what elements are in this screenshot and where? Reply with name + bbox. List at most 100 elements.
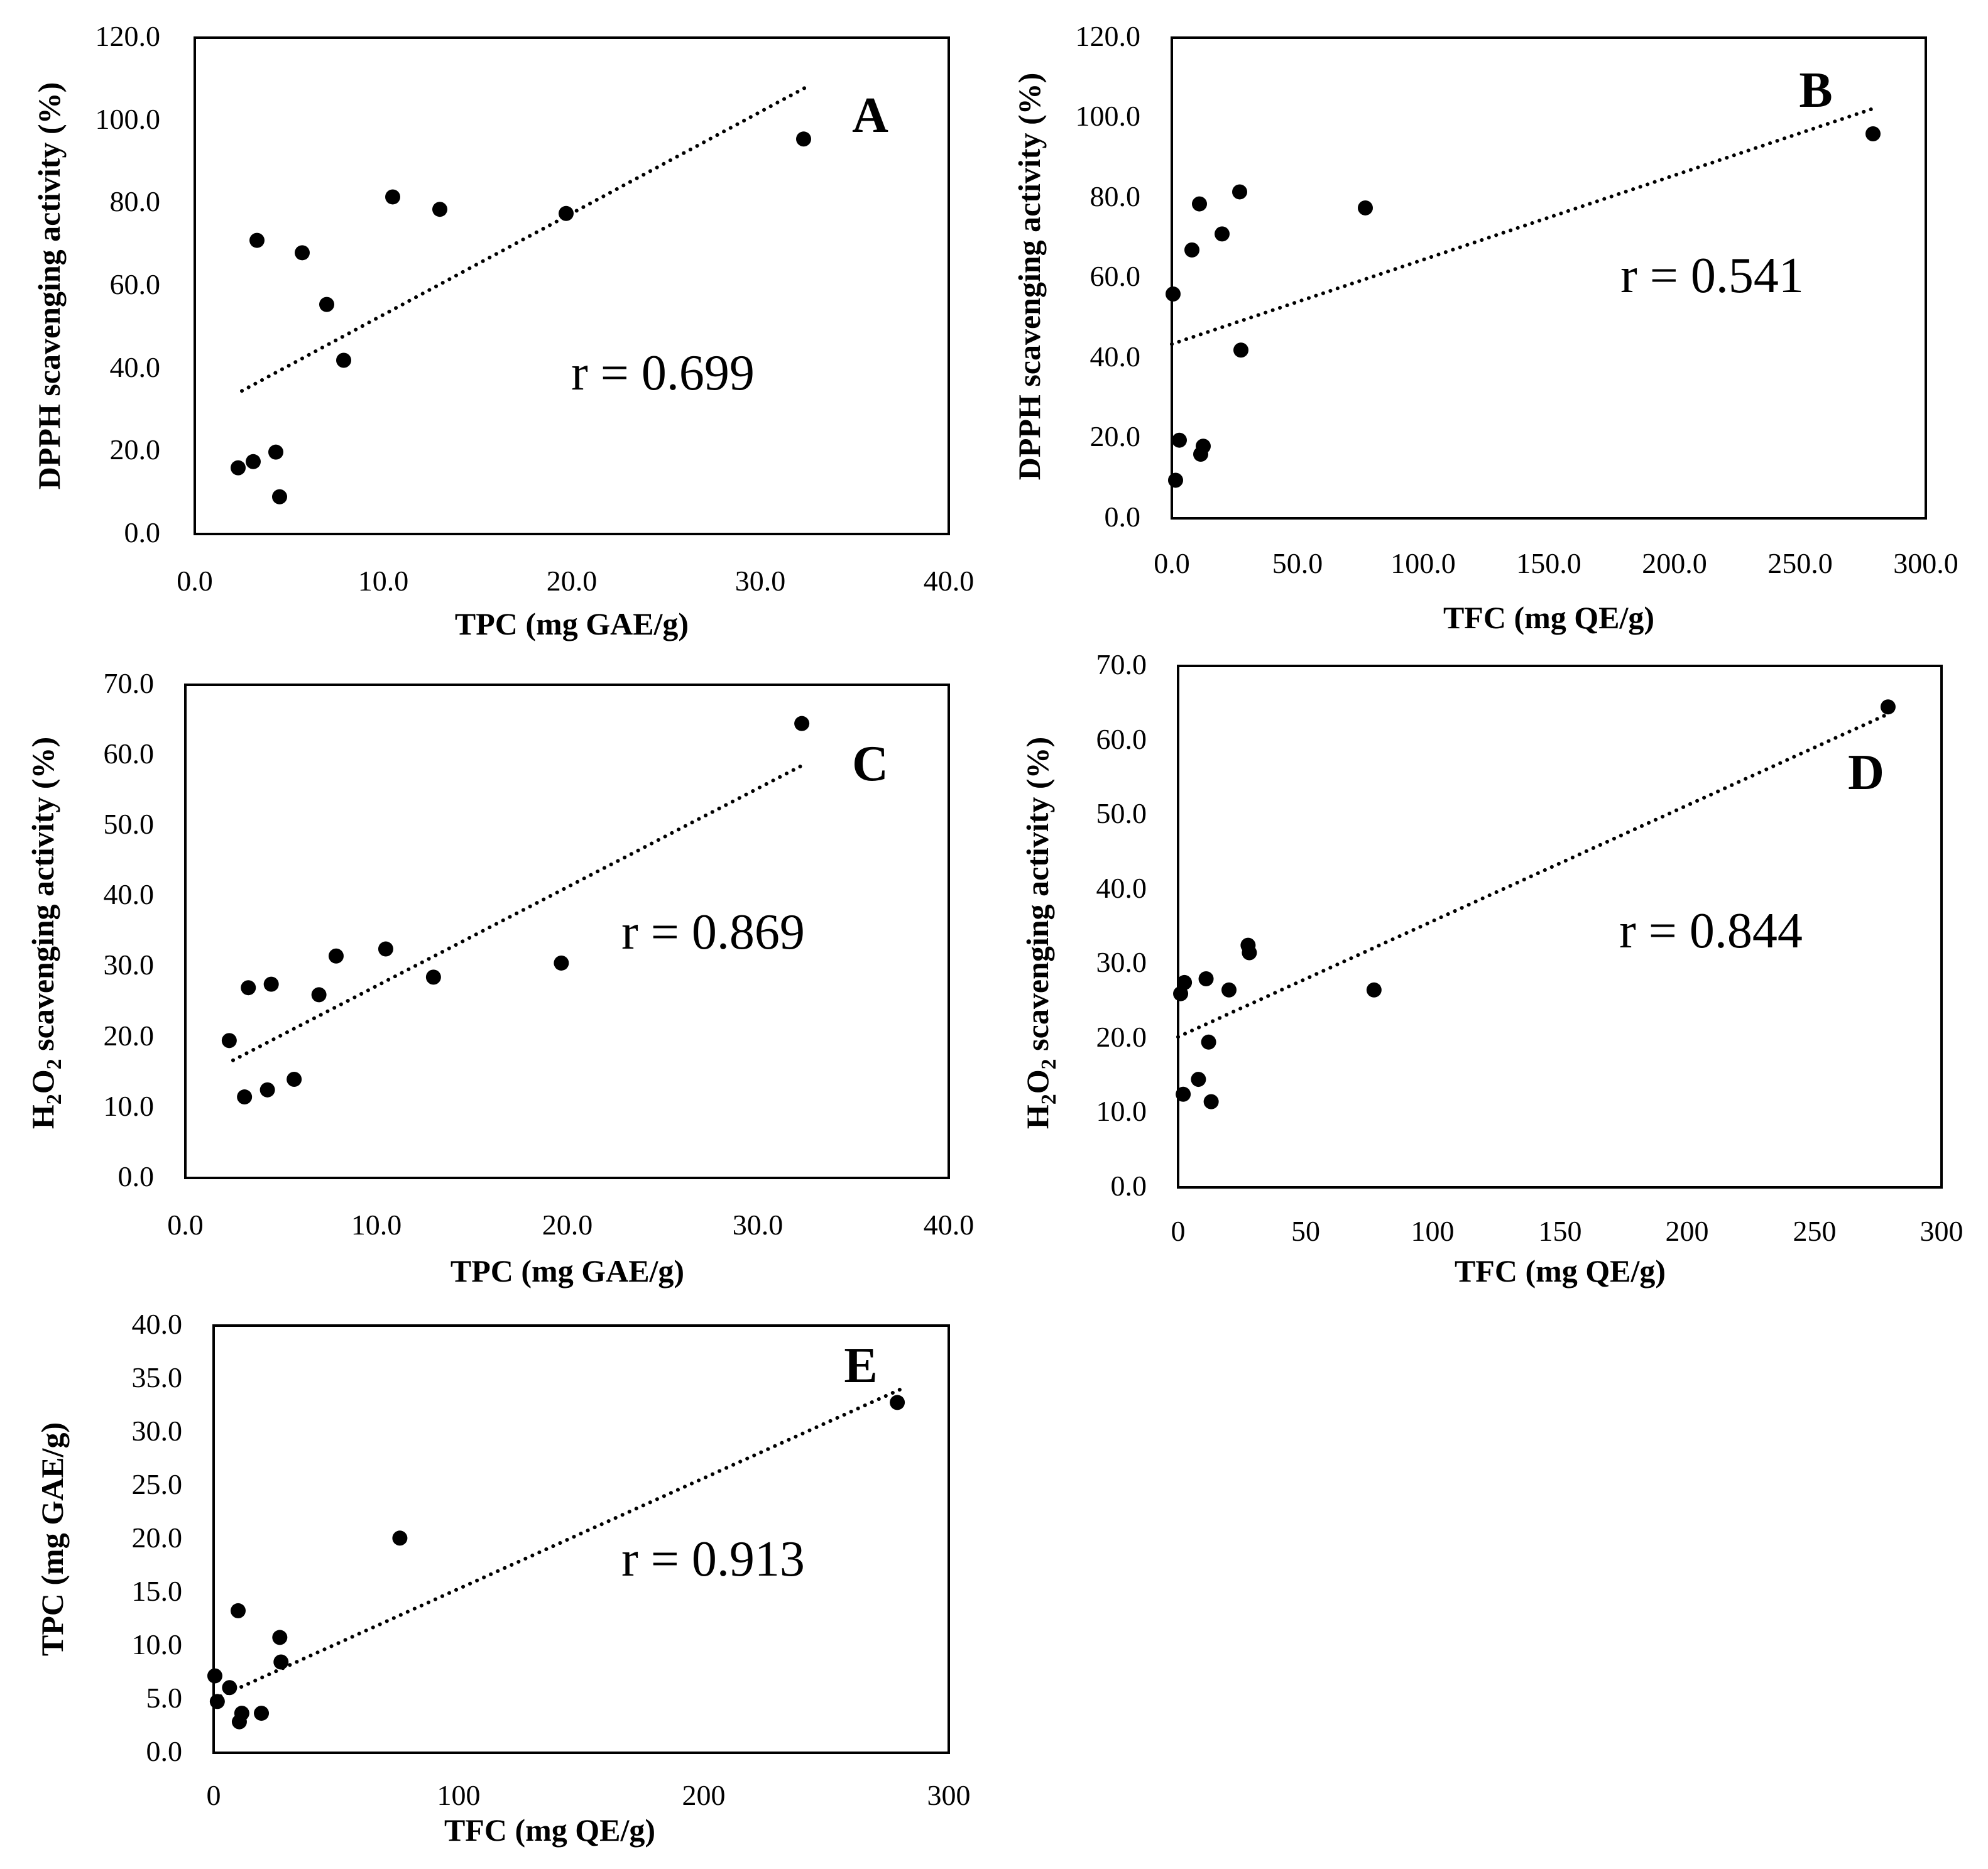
y-tick-label: 20.0 [1090, 420, 1141, 452]
y-tick-label: 10.0 [104, 1090, 155, 1122]
y-tick-label: 30.0 [132, 1415, 183, 1447]
x-tick-label: 100.0 [1390, 547, 1456, 579]
data-marks-c [221, 716, 810, 1105]
correlation-annotation-e: r = 0.913 [621, 1532, 805, 1587]
data-marks-b [1166, 106, 1881, 488]
y-tick-label: 50.0 [1096, 797, 1147, 829]
y-tick-label: 120.0 [1076, 20, 1141, 52]
x-tick-label: 200.0 [1642, 547, 1707, 579]
data-marks-d [1173, 699, 1896, 1109]
data-point [1358, 200, 1373, 215]
panel-label-d: D [1848, 745, 1884, 800]
y-axis-label-part: scavenging activity (%) [25, 737, 60, 1059]
x-tick-label: 150 [1539, 1215, 1582, 1247]
data-point [1176, 1086, 1191, 1102]
data-point [231, 460, 246, 476]
data-point [1865, 126, 1881, 141]
y-tick-labels-d: 0.0 10.0 20.0 30.0 40.0 50.0 60.0 70.0 [1096, 648, 1147, 1202]
y-tick-label: 5.0 [146, 1682, 183, 1714]
y-tick-label: 50.0 [104, 808, 155, 840]
y-tick-label: 100.0 [1076, 100, 1141, 132]
y-tick-label: 60.0 [110, 268, 161, 300]
data-point [231, 1603, 246, 1618]
plot-area-a [194, 36, 950, 535]
data-point [237, 1089, 253, 1105]
x-tick-label: 50 [1291, 1215, 1320, 1247]
data-point [273, 1654, 289, 1670]
x-tick-labels-a: 0.0 10.0 20.0 30.0 40.0 [177, 565, 974, 597]
data-point [554, 955, 569, 971]
data-point [241, 980, 256, 996]
data-point [559, 205, 574, 221]
y-tick-label: 0.0 [118, 1160, 155, 1192]
x-tick-label: 30.0 [735, 565, 786, 597]
x-tick-label: 40.0 [924, 1209, 975, 1241]
y-tick-label: 40.0 [110, 351, 161, 383]
plot-area-c [184, 684, 950, 1179]
data-point [311, 987, 327, 1003]
y-axis-label-subscript: 2 [43, 1059, 66, 1069]
data-point [1198, 971, 1214, 986]
x-tick-label: 250.0 [1767, 547, 1833, 579]
x-tick-label: 50.0 [1272, 547, 1323, 579]
data-point [336, 352, 351, 368]
y-tick-label: 60.0 [104, 738, 155, 770]
y-axis-label-part: O [1020, 1069, 1055, 1094]
y-tick-label: 0.0 [146, 1735, 183, 1767]
x-tick-labels-c: 0.0 10.0 20.0 30.0 40.0 [167, 1209, 974, 1241]
y-axis-label-part: O [25, 1069, 60, 1094]
data-point [890, 1395, 905, 1410]
data-point [207, 1668, 222, 1684]
x-tick-label: 10.0 [358, 565, 409, 597]
data-point [1166, 286, 1181, 302]
y-tick-labels-c: 0.0 10.0 20.0 30.0 40.0 50.0 60.0 70.0 [104, 667, 155, 1192]
y-axis-label-subscript: 2 [43, 1094, 66, 1104]
y-tick-label: 20.0 [132, 1522, 183, 1554]
x-axis-label-a: TPC (mg GAE/g) [455, 606, 689, 641]
y-tick-label: 70.0 [1096, 648, 1147, 680]
plot-area-e [212, 1324, 950, 1754]
panel-e: 0.0 5.0 10.0 15.0 20.0 25.0 30.0 35.0 40… [35, 1308, 971, 1848]
y-tick-label: 40.0 [132, 1308, 183, 1340]
y-tick-labels-e: 0.0 5.0 10.0 15.0 20.0 25.0 30.0 35.0 40… [132, 1308, 183, 1767]
data-point [249, 232, 265, 248]
panel-c: 0.0 10.0 20.0 30.0 40.0 50.0 60.0 70.0 0… [25, 667, 974, 1289]
panel-label-c: C [852, 736, 888, 792]
panel-label-e: E [844, 1338, 877, 1393]
x-tick-label: 300.0 [1893, 547, 1958, 579]
y-tick-label: 30.0 [1096, 946, 1147, 978]
x-tick-label: 30.0 [733, 1209, 784, 1241]
y-tick-labels-a: 0.0 20.0 40.0 60.0 80.0 100.0 120.0 [96, 20, 161, 548]
data-marks-a [231, 84, 811, 504]
x-tick-label: 300 [927, 1779, 971, 1811]
data-point [246, 454, 261, 469]
correlation-annotation-d: r = 0.844 [1619, 903, 1803, 959]
x-tick-labels-b: 0.0 50.0 100.0 150.0 200.0 250.0 300.0 [1154, 547, 1958, 579]
plot-area-b [1171, 36, 1927, 520]
data-marks-e [207, 1388, 905, 1730]
data-point [263, 976, 279, 992]
data-point [272, 489, 287, 504]
y-tick-label: 70.0 [104, 667, 155, 699]
x-axis-label-c: TPC (mg GAE/g) [451, 1253, 684, 1289]
panel-a: 0.0 20.0 40.0 60.0 80.0 100.0 120.0 0.0 … [31, 20, 974, 641]
y-axis-label-subscript: 2 [1037, 1059, 1061, 1069]
data-point [1184, 242, 1199, 258]
y-tick-label: 60.0 [1096, 723, 1147, 755]
data-point [1196, 439, 1211, 454]
y-tick-label: 0.0 [1105, 501, 1141, 533]
y-tick-label: 25.0 [132, 1468, 183, 1500]
y-axis-label-part: H [1020, 1104, 1055, 1129]
y-axis-label-part: H [25, 1104, 60, 1129]
data-point [1168, 472, 1183, 488]
y-tick-label: 15.0 [132, 1575, 183, 1607]
correlation-annotation-c: r = 0.869 [621, 905, 805, 960]
y-axis-label-d: H2O2 scavenging activity (%) [1020, 737, 1061, 1129]
plot-area-d [1177, 665, 1943, 1189]
x-tick-label: 0.0 [1154, 547, 1190, 579]
y-axis-label-subscript: 2 [1037, 1094, 1061, 1104]
data-point [1233, 342, 1248, 358]
y-axis-label-e: TPC (mg GAE/g) [35, 1422, 70, 1656]
data-point [1366, 982, 1382, 998]
